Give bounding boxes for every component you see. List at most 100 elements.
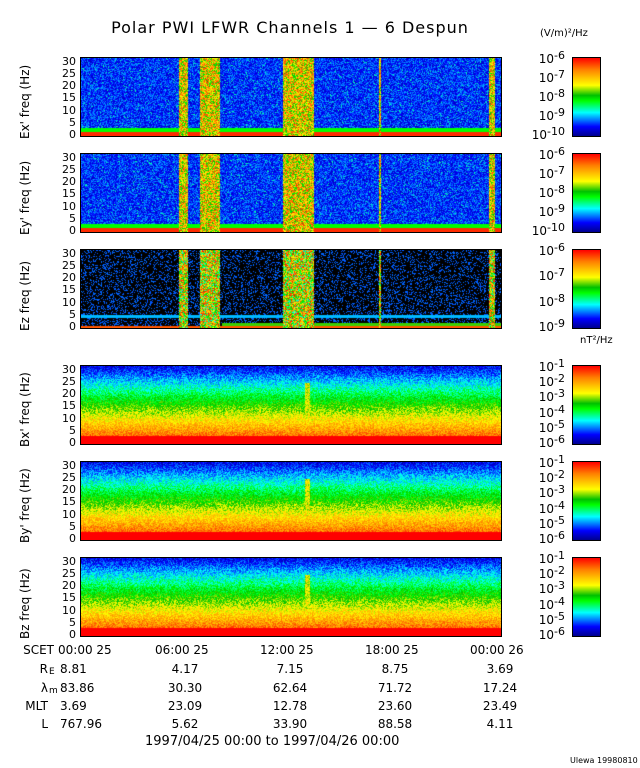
ephemeris-value: 12.78: [272, 699, 308, 713]
colorbar-tick-label: 10-3: [515, 580, 565, 597]
ephemeris-value: 88.58: [377, 717, 413, 731]
spectrogram-panel: [80, 57, 502, 137]
spectrogram-image: [81, 250, 501, 328]
y-tick-label: 15: [62, 91, 76, 105]
spectrogram-panel: [80, 249, 502, 329]
colorbar-tick-base: 10: [538, 390, 555, 405]
y-tick-label: 30: [62, 458, 76, 472]
colorbar-tick-exponent: -4: [554, 498, 565, 512]
colorbar-tick-base: 10: [538, 109, 555, 123]
spectrogram-image: [81, 58, 501, 136]
y-tick-label: 5: [69, 615, 76, 629]
colorbar-tick-exponent: -6: [554, 241, 565, 254]
colorbar-tick-base: 10: [538, 90, 555, 104]
y-tick-label: 20: [62, 483, 76, 497]
colorbar-tick-label: 10-6: [515, 626, 565, 642]
ephemeris-value: 23.60: [377, 699, 413, 713]
colorbar-tick-label: 10-3: [515, 484, 565, 499]
ephemeris-value: 83.86: [60, 681, 95, 695]
colorbar-tick-exponent: -1: [554, 453, 565, 466]
colorbar-tick-label: 10-2: [515, 565, 565, 580]
y-tick-label: 30: [62, 150, 76, 164]
colorbar-tick-label: 10-1: [515, 454, 565, 469]
colorbar-tick-label: 10-7: [515, 267, 565, 282]
y-tick-label: 15: [62, 495, 76, 509]
colorbar-tick-label: 10-4: [515, 404, 565, 419]
x-tick-label: 00:00 26: [470, 643, 524, 657]
colorbar-tick-exponent: -4: [554, 594, 565, 608]
colorbar-tick-label: 10-5: [515, 611, 565, 626]
colorbar-tick-exponent: -5: [554, 513, 565, 527]
y-tick-label: 25: [62, 67, 76, 81]
colorbar-tick-exponent: -8: [554, 87, 565, 100]
colorbar-tick-exponent: -8: [554, 291, 565, 305]
magnetic-unit-label: nT²/Hz: [580, 335, 613, 346]
colorbar-tick-exponent: -6: [554, 625, 565, 638]
y-tick-label: 15: [62, 187, 76, 201]
ephemeris-label: L: [41, 717, 48, 731]
panel-y-label: Ey' freq (Hz): [18, 160, 32, 235]
colorbar-tick-label: 10-8: [515, 293, 565, 308]
y-tick-label: 30: [62, 246, 76, 260]
figure-title: Polar PWI LFWR Channels 1 — 6 Despun: [111, 18, 469, 37]
colorbar-tick-exponent: -2: [554, 468, 565, 482]
x-tick-label: 00:00 25: [58, 643, 112, 657]
y-tick-label: 25: [62, 375, 76, 389]
panel-y-label: Bz freq (Hz): [18, 568, 32, 639]
ephemeris-value: 767.96: [60, 717, 102, 731]
colorbar-tick-exponent: -6: [554, 49, 565, 62]
colorbar-tick-base: 10: [538, 52, 555, 66]
y-tick-label: 0: [69, 628, 76, 641]
colorbar-tick-label: 10-8: [515, 88, 565, 104]
colorbar-tick-label: 10-1: [515, 358, 565, 374]
spectrogram-image: [81, 462, 501, 540]
colorbar-tick-base: 10: [538, 375, 555, 390]
colorbar-tick-exponent: -1: [554, 357, 565, 370]
ephemeris-value: 23.09: [167, 699, 203, 713]
colorbar-tick-exponent: -9: [554, 317, 565, 330]
ephemeris-label: SCET: [23, 643, 54, 657]
spectrogram-image: [81, 154, 501, 232]
colorbar-tick-exponent: -6: [554, 145, 565, 158]
panel-y-label: Ex' freq (Hz): [18, 64, 32, 139]
spectrogram-image: [81, 366, 501, 444]
x-tick-label: 12:00 25: [260, 643, 314, 657]
colorbar: [572, 249, 601, 329]
colorbar-tick-label: 10-7: [515, 165, 565, 181]
y-tick-label: 20: [62, 579, 76, 593]
electric-unit-label: (V/m)²/Hz: [540, 28, 588, 39]
colorbar-tick-base: 10: [538, 597, 555, 612]
y-tick-label: 20: [62, 271, 76, 285]
colorbar-tick-base: 10: [538, 167, 555, 181]
colorbar-tick-label: 10-2: [515, 373, 565, 390]
ephemeris-value: 71.72: [377, 681, 413, 695]
y-tick-label: 15: [62, 399, 76, 413]
colorbar-tick-base: 10: [538, 320, 555, 334]
y-tick-label: 0: [69, 320, 76, 333]
y-tick-label: 5: [69, 307, 76, 321]
panel-y-label: Bx' freq (Hz): [18, 372, 32, 447]
colorbar-tick-label: 10-5: [515, 515, 565, 530]
y-tick-label: 20: [62, 175, 76, 189]
colorbar-tick-label: 10-5: [515, 419, 565, 434]
y-tick-label: 10: [62, 507, 76, 521]
colorbar-tick-base: 10: [538, 628, 555, 642]
y-tick-label: 10: [62, 411, 76, 425]
colorbar-tick-base: 10: [538, 532, 555, 546]
colorbar-tick-label: 10-10: [515, 222, 565, 237]
ephemeris-value: 17.24: [482, 681, 518, 695]
colorbar-tick-base: 10: [538, 360, 555, 374]
colorbar-tick-label: 10-9: [515, 203, 565, 218]
panel-y-label: By' freq (Hz): [18, 468, 32, 543]
colorbar-tick-exponent: -2: [554, 564, 565, 578]
y-tick-label: 0: [69, 128, 76, 141]
colorbar-tick-label: 10-2: [515, 469, 565, 484]
colorbar-tick-exponent: -6: [554, 433, 565, 446]
colorbar-tick-exponent: -7: [554, 68, 565, 81]
y-tick-label: 10: [62, 603, 76, 617]
colorbar-tick-label: 10-7: [515, 69, 565, 84]
colorbar-tick-base: 10: [538, 582, 555, 597]
colorbar-tick-label: 10-10: [515, 126, 565, 141]
y-tick-label: 0: [69, 224, 76, 237]
spectrogram-panel: [80, 365, 502, 445]
